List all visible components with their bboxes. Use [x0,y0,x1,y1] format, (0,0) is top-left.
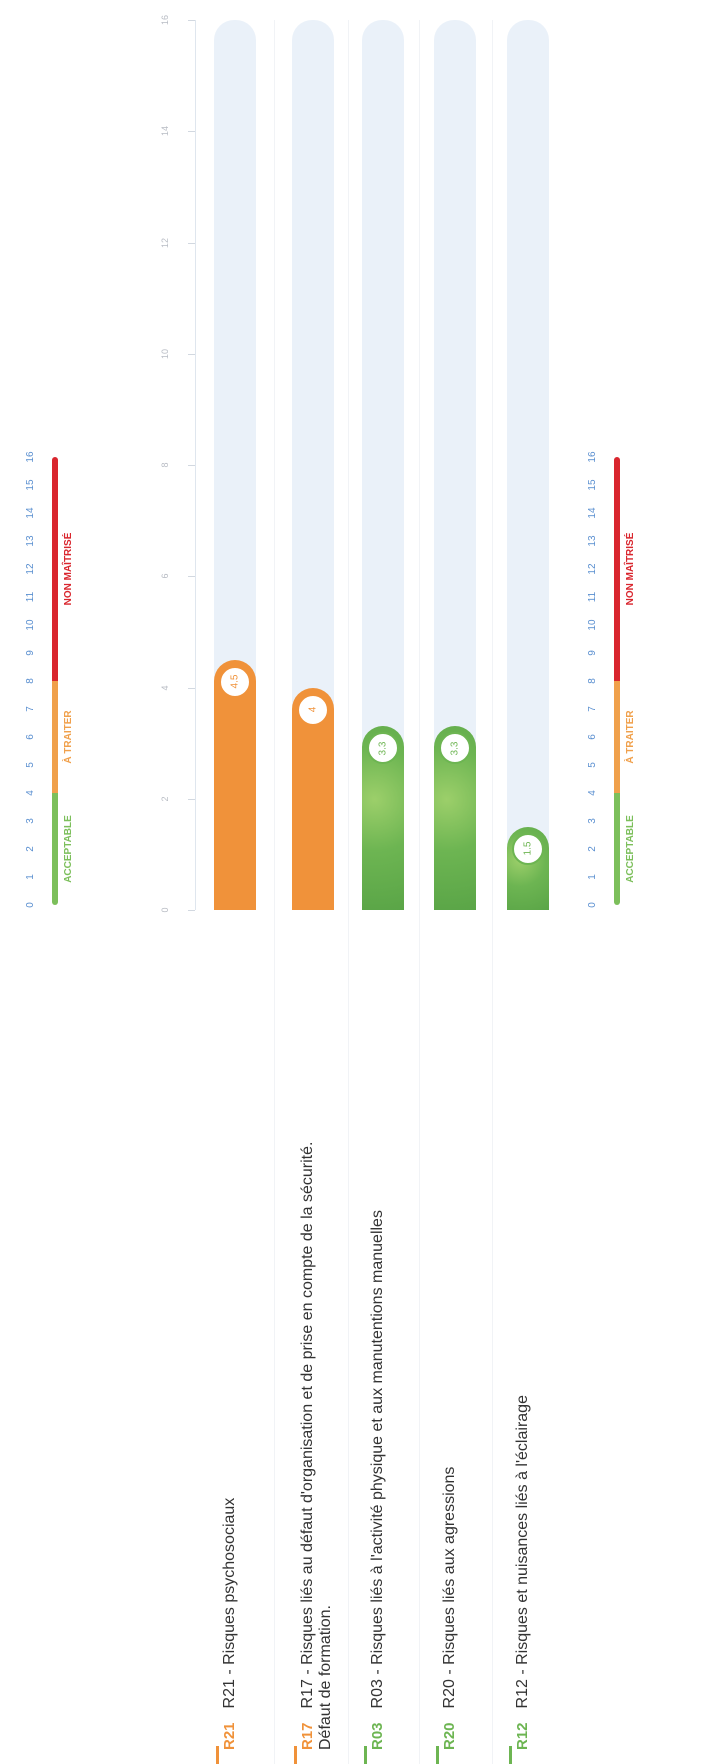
axis-tick-label: 2 [160,796,170,802]
scale-tick: 14 [25,507,36,519]
bar-value-label: 1.5 [512,832,544,865]
axis-tick-mark [188,576,195,578]
row-divider [274,20,275,1764]
scale-zone-bottom-0 [614,793,620,905]
scale-tick: 1 [587,874,598,880]
bar-value-text: 4.5 [229,674,241,689]
risk-code: R21 [221,1722,238,1750]
bar-value-label: 4.5 [219,665,251,698]
axis-tick-label: 16 [160,14,170,26]
scale-tick: 7 [25,706,36,712]
scale-tick: 14 [587,507,598,519]
axis-tick-label: 6 [160,573,170,579]
scale-zone-label: À TRAITER [63,710,74,764]
scale-tick: 8 [587,678,598,684]
axis-tick-label: 14 [160,126,170,137]
bar-value-text: 3.3 [377,741,389,756]
row-marker [216,1746,219,1764]
risk-code: R03 [369,1722,386,1750]
row-marker [509,1746,512,1764]
scale-zone-top-2 [52,457,58,681]
scale-tick: 7 [587,706,598,712]
scale-tick: 13 [587,535,598,547]
scale-tick: 5 [587,762,598,768]
risk-description: R20 - Risques liés aux agressions [441,1466,458,1709]
risk-description: R17 - Risques liés au défaut d'organisat… [299,1141,334,1750]
bar-r21 [214,659,256,910]
scale-zone-label: NON MAÎTRISÉ [63,532,74,606]
row-marker [364,1746,367,1764]
scale-tick: 9 [25,650,36,656]
scale-tick: 15 [587,479,598,491]
scale-tick: 0 [25,902,36,908]
axis-tick-mark [188,353,195,355]
row-divider [491,20,493,1764]
scale-tick: 16 [587,451,598,463]
scale-tick: 4 [25,790,36,796]
scale-tick: 0 [587,902,598,908]
scale-tick: 2 [587,846,598,852]
risk-code: R12 [514,1722,531,1750]
axis-tick-mark [188,131,195,133]
scale-tick: 6 [587,734,598,740]
risk-description: R03 - Risques liés à l'activité physique… [369,1210,386,1709]
row-marker [436,1746,439,1764]
axis-tick-label: 10 [160,348,170,359]
scale-zone-top-0 [52,793,58,905]
scale-zone-label: ACCEPTABLE [625,815,636,883]
scale-tick: 3 [587,818,598,824]
axis-tick-label: 12 [160,237,170,248]
scale-tick: 2 [25,846,36,852]
scale-zone-label: ACCEPTABLE [63,815,74,883]
axis-tick-mark [188,798,195,800]
scale-zone-label: NON MAÎTRISÉ [625,532,636,606]
axis-tick-label: 8 [160,462,170,468]
scale-zone-bottom-2 [614,457,620,681]
bar-value-text: 3.3 [449,741,461,756]
axis-tick-mark [188,910,195,911]
scale-tick: 5 [25,762,36,768]
axis-tick-mark [188,465,195,466]
scale-tick: 1 [25,874,36,880]
scale-tick: 10 [587,619,598,631]
axis-line [195,20,196,910]
scale-zone-bottom-1 [614,681,620,793]
scale-tick: 15 [25,479,36,491]
scale-tick: 12 [25,563,36,575]
scale-tick: 11 [25,591,36,603]
axis-tick-mark [188,242,195,244]
scale-tick: 3 [25,818,36,824]
scale-tick: 12 [587,563,598,575]
bar-value-label: 3.3 [367,732,399,765]
risk-code: R17 [299,1722,316,1750]
bar-value-label: 4 [297,693,329,726]
bar-track [507,20,549,910]
scale-tick: 10 [25,619,36,631]
scale-zone-label: À TRAITER [625,710,636,764]
bar-value-text: 1.5 [522,841,534,856]
row-marker [294,1746,297,1764]
scale-tick: 4 [587,790,598,796]
risk-code: R20 [441,1722,458,1750]
scale-zone-top-1 [52,681,58,793]
axis-tick-mark [188,20,195,21]
row-divider [348,20,349,1764]
risk-description: R21 - Risques psychosociaux [221,1497,238,1709]
scale-tick: 13 [25,535,36,547]
axis-tick-mark [188,687,195,689]
axis-tick-label: 0 [160,907,170,913]
scale-tick: 9 [587,650,598,656]
scale-tick: 8 [25,678,36,684]
bar-value-text: 4 [307,706,319,713]
scale-tick: 16 [25,451,36,463]
row-divider [419,20,420,1764]
risk-description: R12 - Risques et nuisances liés à l'écla… [514,1395,531,1709]
bar-value-label: 3.3 [439,732,471,765]
scale-tick: 11 [587,591,598,603]
scale-tick: 6 [25,734,36,740]
axis-tick-label: 4 [160,684,170,691]
